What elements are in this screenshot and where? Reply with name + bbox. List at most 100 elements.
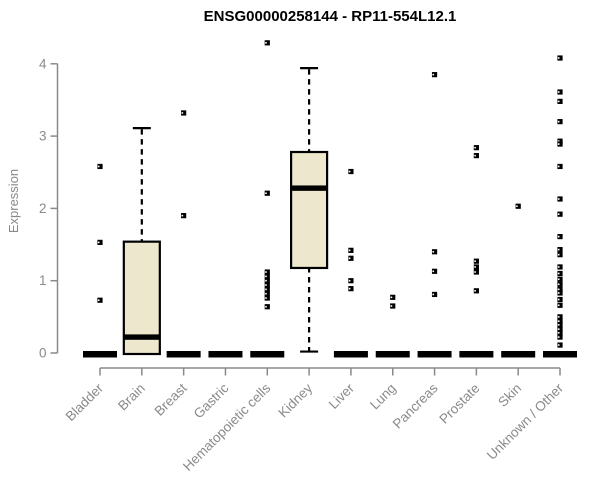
x-tick-label: Bladder xyxy=(63,380,107,424)
outlier-point xyxy=(557,281,563,287)
outlier-point xyxy=(557,247,563,253)
outlier-point-center xyxy=(557,143,560,145)
x-tick-label: Prostate xyxy=(436,381,482,427)
outlier-point xyxy=(557,270,563,277)
outlier-point-center xyxy=(557,266,560,268)
outlier-point xyxy=(557,302,563,308)
outlier-point xyxy=(557,276,563,282)
outlier-point xyxy=(264,40,270,46)
x-tick-label: Unknown / Other xyxy=(484,380,567,463)
outlier-point-center xyxy=(348,279,351,282)
outlier-point-center xyxy=(474,154,476,157)
outlier-point xyxy=(97,163,103,170)
outlier-point xyxy=(264,273,270,279)
outlier-point-center xyxy=(97,299,100,302)
outlier-point xyxy=(390,294,396,300)
outlier-point xyxy=(557,163,563,170)
outlier-point-center xyxy=(432,73,435,76)
outlier-point xyxy=(473,258,479,264)
outlier-point xyxy=(557,138,563,144)
outlier-point-center xyxy=(557,298,560,301)
outlier-point xyxy=(557,119,563,125)
median-line xyxy=(291,185,328,191)
x-tick-label: Pancreas xyxy=(390,380,441,431)
zero-median-bar xyxy=(166,351,201,358)
outlier-point xyxy=(557,290,563,296)
x-tick-label: Kidney xyxy=(275,380,315,420)
outlier-point-center xyxy=(474,290,476,292)
outlier-point xyxy=(557,55,563,61)
outlier-point-center xyxy=(557,320,560,322)
outlier-point-center xyxy=(348,249,351,252)
outlier-point-center xyxy=(181,214,184,217)
outlier-point xyxy=(390,303,396,309)
outlier-point-center xyxy=(557,316,560,318)
outlier-point-center xyxy=(432,270,435,273)
outlier-point-center xyxy=(390,305,393,307)
outlier-point-center xyxy=(557,288,560,291)
outlier-point xyxy=(181,213,187,219)
outlier-point-center xyxy=(557,91,560,93)
y-tick-label: 4 xyxy=(39,56,47,71)
outlier-point xyxy=(97,297,103,303)
y-tick-label: 0 xyxy=(39,346,47,361)
outlier-point xyxy=(473,264,479,270)
outlier-point-center xyxy=(474,266,476,268)
outlier-point xyxy=(431,291,438,298)
x-tick-label: Brain xyxy=(115,381,148,414)
outlier-point xyxy=(348,168,354,175)
chart-title: ENSG00000258144 - RP11-554L12.1 xyxy=(203,8,457,25)
outlier-point xyxy=(181,110,187,116)
outlier-point-center xyxy=(265,288,267,291)
outlier-point xyxy=(473,288,479,294)
outlier-point xyxy=(473,145,479,151)
y-tick-label: 1 xyxy=(39,273,47,288)
outlier-point xyxy=(264,278,270,284)
outlier-point xyxy=(264,282,270,288)
outlier-point xyxy=(557,296,563,303)
outlier-point xyxy=(264,190,270,196)
outlier-point-center xyxy=(557,248,560,251)
outlier-point xyxy=(557,264,563,270)
outlier-point-center xyxy=(557,292,560,294)
outlier-point xyxy=(557,326,563,332)
outlier-point xyxy=(557,342,563,348)
outlier-point-center xyxy=(557,253,560,256)
outlier-point-center xyxy=(97,241,100,244)
zero-median-bar xyxy=(83,351,117,358)
outlier-point-center xyxy=(557,336,560,338)
outlier-point xyxy=(557,211,563,217)
x-tick-label: Breast xyxy=(152,380,190,418)
zero-median-bar xyxy=(333,351,368,358)
outlier-point xyxy=(264,295,270,301)
x-tick-label: Liver xyxy=(326,380,358,412)
outlier-point-center xyxy=(557,213,560,215)
outlier-point xyxy=(348,247,354,253)
outlier-point xyxy=(348,286,354,292)
outlier-point-center xyxy=(557,304,560,307)
outlier-point xyxy=(557,330,563,336)
outlier-point-center xyxy=(516,205,518,208)
outlier-point-center xyxy=(265,297,267,299)
box xyxy=(290,150,329,270)
outlier-point-center xyxy=(557,272,560,275)
outlier-point xyxy=(557,322,563,328)
outlier-point-center xyxy=(557,331,560,334)
zero-median-bar xyxy=(417,351,452,358)
outlier-point xyxy=(473,269,479,275)
outlier-point-center xyxy=(265,305,267,308)
outlier-point xyxy=(557,196,563,202)
outlier-point xyxy=(557,252,563,258)
outlier-point-center xyxy=(181,112,184,114)
outlier-point xyxy=(557,314,563,320)
outlier-point xyxy=(557,89,563,95)
outlier-point-center xyxy=(265,192,267,195)
outlier-point-center xyxy=(348,257,351,260)
zero-median-bar xyxy=(459,351,494,358)
outlier-point-center xyxy=(557,278,560,281)
x-tick-label: Lung xyxy=(367,381,399,413)
outlier-point xyxy=(431,268,438,274)
outlier-point xyxy=(557,286,563,292)
